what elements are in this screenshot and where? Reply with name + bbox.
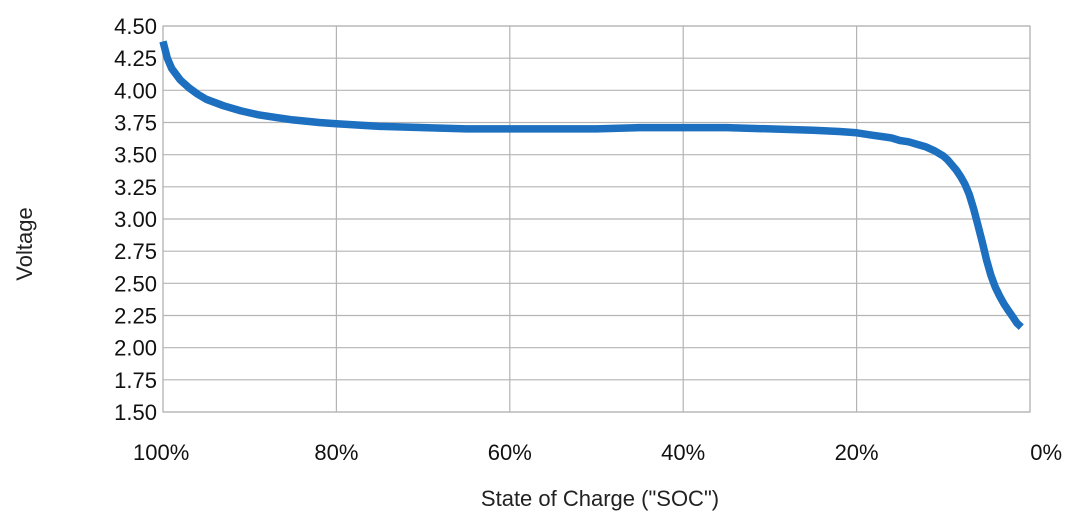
x-tick-label: 60% <box>488 440 532 465</box>
x-axis-label: State of Charge ("SOC") <box>481 486 719 511</box>
voltage-series-line <box>159 40 1024 330</box>
y-tick-label: 3.75 <box>114 111 157 136</box>
y-tick-label: 3.50 <box>114 143 157 168</box>
y-tick-label: 2.75 <box>114 239 157 264</box>
y-tick-label: 2.00 <box>114 336 157 361</box>
y-tick-label: 1.75 <box>114 368 157 393</box>
y-tick-label: 2.50 <box>114 271 157 296</box>
grid <box>162 25 1031 413</box>
x-tick-label: 40% <box>661 440 705 465</box>
y-tick-label: 1.50 <box>114 400 157 425</box>
y-tick-label: 3.00 <box>114 207 157 232</box>
x-tick-label: 20% <box>835 440 879 465</box>
y-tick-label: 3.25 <box>114 175 157 200</box>
y-tick-label: 4.50 <box>114 14 157 39</box>
y-axis-label: Voltage <box>12 207 37 280</box>
y-tick-label: 4.00 <box>114 78 157 103</box>
y-tick-label: 4.25 <box>114 46 157 71</box>
x-tick-label: 80% <box>314 440 358 465</box>
y-axis-ticks: 1.50 1.75 2.00 2.25 2.50 2.75 3.00 3.25 3.50 3.75… <box>114 14 157 425</box>
x-tick-label: 100% <box>133 440 189 465</box>
y-tick-label: 2.25 <box>114 304 157 329</box>
x-axis-ticks: 100% 80% 60% 40% 20% 0% <box>133 440 1062 465</box>
x-tick-label: 0% <box>1030 440 1062 465</box>
series-layer <box>159 40 1024 330</box>
